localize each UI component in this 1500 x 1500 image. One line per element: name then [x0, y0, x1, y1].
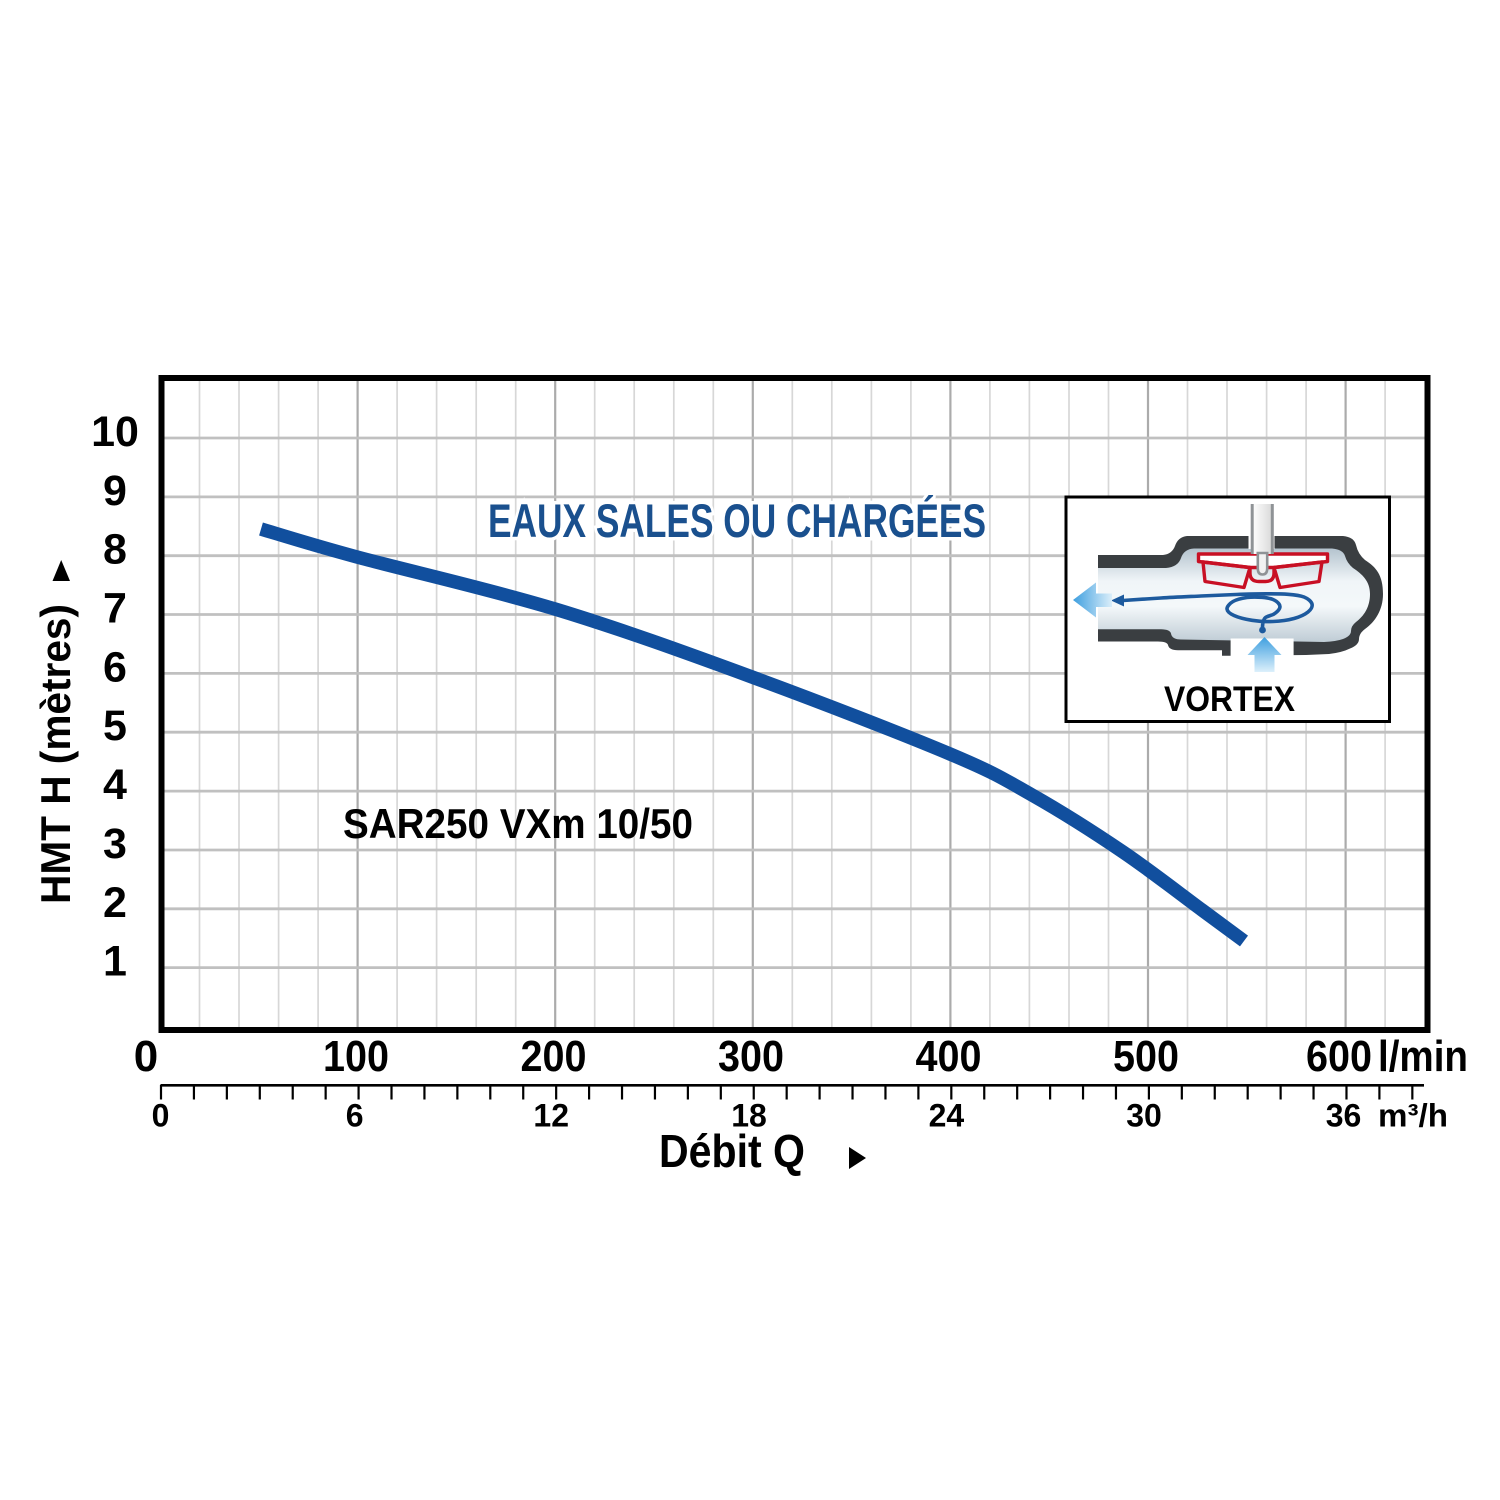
svg-text:4: 4 [103, 761, 127, 809]
svg-text:5: 5 [103, 702, 127, 750]
svg-text:600: 600 [1306, 1032, 1372, 1081]
svg-text:VORTEX: VORTEX [1164, 680, 1296, 719]
svg-text:7: 7 [103, 585, 127, 633]
svg-text:2: 2 [103, 879, 127, 927]
svg-text:10: 10 [91, 408, 139, 456]
svg-text:0: 0 [152, 1098, 170, 1134]
svg-text:EAUX SALES OU CHARGÉES: EAUX SALES OU CHARGÉES [488, 494, 986, 547]
svg-text:500: 500 [1113, 1032, 1179, 1081]
svg-text:6: 6 [346, 1098, 364, 1134]
svg-text:m³/h: m³/h [1378, 1098, 1448, 1134]
svg-text:200: 200 [521, 1032, 587, 1081]
svg-text:HMT H (mètres): HMT H (mètres) [32, 604, 79, 904]
svg-text:l/min: l/min [1378, 1032, 1468, 1081]
svg-text:400: 400 [916, 1032, 982, 1081]
svg-text:3: 3 [103, 820, 127, 868]
svg-text:24: 24 [929, 1098, 965, 1134]
svg-text:0: 0 [134, 1032, 158, 1081]
svg-text:1: 1 [103, 938, 127, 986]
svg-text:6: 6 [103, 643, 127, 691]
svg-text:300: 300 [718, 1032, 784, 1081]
svg-text:SAR250 VXm 10/50: SAR250 VXm 10/50 [343, 800, 693, 847]
svg-text:12: 12 [533, 1098, 569, 1134]
svg-text:100: 100 [323, 1032, 389, 1081]
svg-text:9: 9 [103, 467, 127, 515]
svg-text:Débit Q: Débit Q [659, 1125, 805, 1177]
svg-text:30: 30 [1126, 1098, 1162, 1134]
svg-text:8: 8 [103, 526, 127, 574]
svg-text:18: 18 [731, 1098, 767, 1134]
svg-text:36: 36 [1326, 1098, 1362, 1134]
